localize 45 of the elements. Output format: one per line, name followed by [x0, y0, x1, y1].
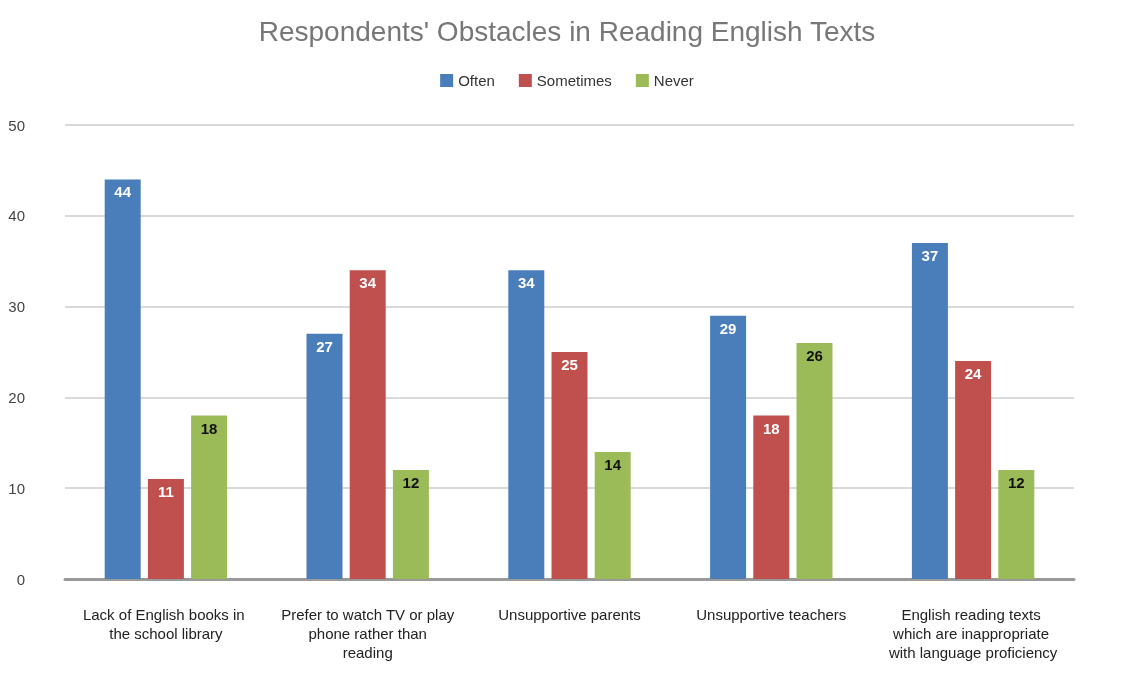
y-tick-label: 10: [8, 479, 25, 497]
data-label: 26: [806, 346, 823, 364]
bar: [147, 479, 184, 579]
data-label: 44: [114, 183, 132, 201]
bar: [998, 470, 1035, 579]
y-tick-label: 20: [8, 388, 25, 406]
data-label: 34: [517, 274, 536, 292]
data-label: 24: [964, 365, 983, 383]
data-label: 25: [561, 356, 578, 373]
bar: [349, 270, 386, 579]
data-label: 37: [921, 247, 939, 265]
bar: [104, 179, 141, 579]
bar: [508, 270, 545, 579]
bar: [710, 315, 747, 579]
x-tick-label: Lack of English books in the school library: [82, 606, 249, 642]
bar: [753, 415, 790, 579]
x-tick-label: Unsupportive parents: [498, 606, 641, 623]
bar: [551, 352, 588, 579]
legend-label: Never: [653, 72, 694, 89]
data-label: 27: [316, 337, 333, 355]
bar: [594, 451, 631, 579]
data-label: 12: [402, 474, 420, 492]
x-tick-label: Unsupportive teachers: [696, 606, 847, 623]
bar: [306, 333, 343, 579]
data-label: 18: [762, 419, 780, 437]
bar: [955, 361, 992, 579]
x-tick-label: English reading texts which are inappropriate with language proficiency: [887, 606, 1058, 661]
bar: [392, 470, 429, 579]
y-tick-label: 40: [8, 207, 25, 225]
data-label: 34: [359, 274, 377, 292]
y-tick-label: 0: [16, 570, 25, 588]
y-tick-label: 30: [8, 298, 25, 316]
chart-title: Respondents' Obstacles in Reading English Texts: [258, 15, 876, 47]
data-label: 14: [604, 455, 622, 473]
x-tick-label: Prefer to watch TV or play phone rather than reading: [281, 606, 455, 661]
data-label: 11: [157, 483, 174, 501]
data-label: 18: [200, 419, 218, 437]
data-label: 12: [1007, 474, 1025, 492]
legend-label: Sometimes: [536, 72, 612, 89]
bar: [191, 415, 228, 579]
legend-label: Often: [458, 72, 495, 89]
bar: [796, 342, 833, 579]
data-label: 29: [719, 319, 737, 337]
y-tick-label: 50: [8, 116, 25, 134]
bar: [911, 243, 948, 579]
